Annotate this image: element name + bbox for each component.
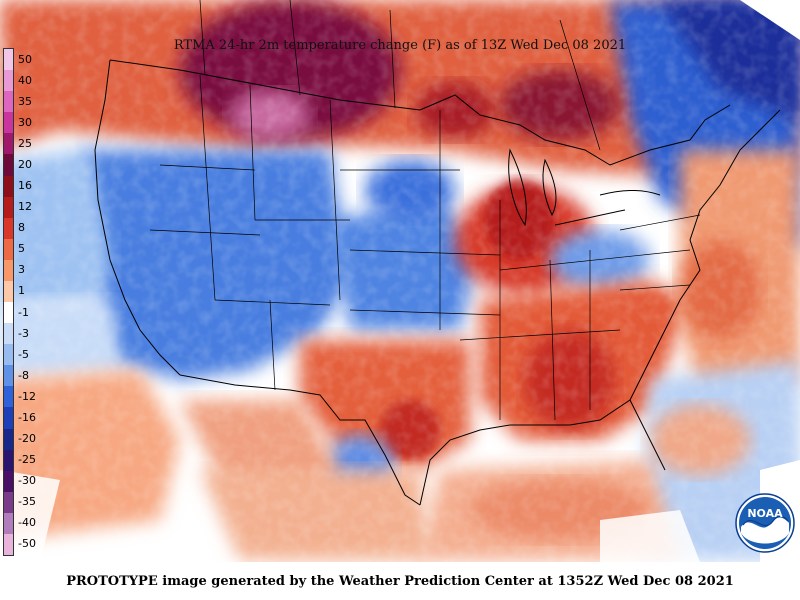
legend-swatch xyxy=(4,175,13,198)
legend-label: -3 xyxy=(18,326,29,340)
legend-label: 3 xyxy=(18,263,25,277)
legend-label: 50 xyxy=(18,52,32,66)
map-panel: RTMA 24-hr 2m temperature change (F) as … xyxy=(0,0,800,562)
legend-label: 20 xyxy=(18,157,32,171)
boundaries xyxy=(94,0,781,506)
legend-swatch xyxy=(4,323,13,345)
map-title: RTMA 24-hr 2m temperature change (F) as … xyxy=(173,38,627,53)
legend-label: 5 xyxy=(18,242,25,256)
legend-label: 25 xyxy=(18,136,32,150)
legend-swatch xyxy=(4,470,13,493)
legend-swatch xyxy=(4,196,13,219)
color-legend: 50 40 35 30 25 20 16 12 8 5 3 1 -1 -3 -5 -8 -12 -16 -20 -25… xyxy=(3,48,36,556)
legend-swatch xyxy=(4,365,13,387)
legend-label: 12 xyxy=(18,200,32,214)
legend-swatch xyxy=(4,344,13,366)
legend-swatch xyxy=(4,49,13,71)
legend-swatch xyxy=(4,70,13,92)
logo-text: NOAA xyxy=(747,507,783,520)
legend-label: 30 xyxy=(18,115,32,129)
legend-swatch xyxy=(4,259,13,282)
legend-swatch xyxy=(4,217,13,240)
legend-label: -35 xyxy=(18,495,36,509)
legend-swatch xyxy=(4,407,13,429)
legend-swatch xyxy=(4,91,13,113)
legend-swatch xyxy=(4,302,13,324)
legend-swatch xyxy=(4,449,13,472)
legend-label: 1 xyxy=(18,284,25,298)
legend-swatch xyxy=(4,491,13,514)
legend-label: 16 xyxy=(18,179,32,193)
legend-swatch xyxy=(4,154,13,176)
legend-swatch xyxy=(4,428,13,451)
footer-credit: PROTOTYPE image generated by the Weather… xyxy=(66,574,734,589)
legend-swatch xyxy=(4,112,13,134)
legend-label: -1 xyxy=(18,305,29,319)
legend-label: -30 xyxy=(18,474,36,488)
noaa-logo: NOAA xyxy=(735,493,795,553)
legend-swatch xyxy=(4,238,13,261)
legend-label: -40 xyxy=(18,516,36,530)
legend-label: 40 xyxy=(18,73,32,87)
legend-label: -20 xyxy=(18,432,36,446)
legend-label: -5 xyxy=(18,347,29,361)
legend-swatch xyxy=(4,280,13,303)
legend-label: 8 xyxy=(18,221,25,235)
legend-swatch xyxy=(4,533,13,556)
field-texture xyxy=(0,0,800,562)
legend-swatch xyxy=(4,133,13,155)
legend-label: -8 xyxy=(18,368,29,382)
legend-label: -12 xyxy=(18,389,36,403)
legend-label: -25 xyxy=(18,453,36,467)
legend-swatch xyxy=(4,386,13,408)
legend-label: 35 xyxy=(18,94,32,108)
legend-label: -16 xyxy=(18,410,36,424)
legend-swatch xyxy=(4,512,13,535)
legend-label: -50 xyxy=(18,537,36,551)
temperature-change-map xyxy=(0,0,800,562)
